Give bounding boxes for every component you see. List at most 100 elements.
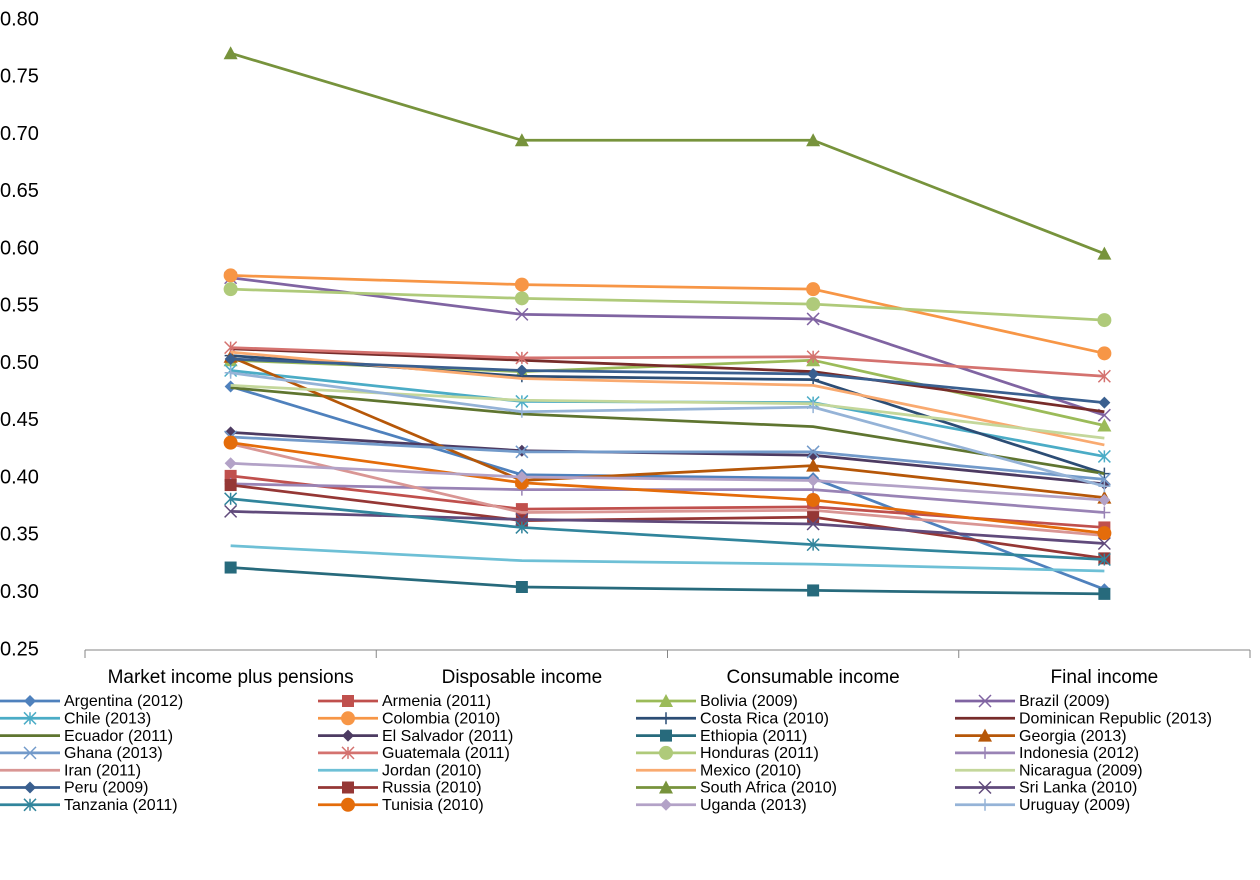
marker [1097,313,1112,328]
legend-label: Sri Lanka (2010) [1019,780,1137,797]
marker [807,401,820,414]
series [224,426,1111,490]
legend-item: Indonesia (2012) [955,745,1139,762]
legend-label: Argentina (2012) [64,693,183,710]
legend-label: Iran (2011) [64,762,141,779]
legend-item: South Africa (2010) [636,780,837,797]
marker [978,780,992,795]
series [230,347,1105,414]
marker [659,780,673,794]
marker [978,694,992,708]
series-line [230,483,1105,560]
marker [1097,346,1112,361]
marker [342,695,354,707]
legend-item: Costa Rica (2010) [636,711,829,728]
series [224,457,1111,506]
legend-item: Colombia (2010) [318,711,500,728]
marker [223,46,238,60]
legend-item: Argentina (2012) [0,693,183,710]
marker [1097,552,1111,567]
marker [806,282,821,297]
marker [23,711,37,725]
legend-item: El Salvador (2011) [318,728,513,745]
legend-label: Dominican Republic (2013) [1019,711,1212,728]
marker [515,364,528,377]
series [230,386,1105,475]
legend-item: Iran (2011) [0,762,141,779]
y-tick-label: 0.70 [0,123,39,145]
marker [224,426,237,439]
legend-item: Brazil (2009) [955,693,1110,710]
legend-label: Colombia (2010) [382,711,500,728]
series-line [230,442,1105,537]
legend-label: Ghana (2013) [64,745,163,762]
legend-item: Mexico (2010) [636,762,801,779]
marker [807,367,820,380]
marker [514,291,529,306]
legend-label: Costa Rica (2010) [700,711,829,728]
marker [1098,396,1111,409]
marker [1097,418,1112,432]
marker [806,538,820,552]
series [224,366,1111,493]
series [223,282,1112,328]
legend-item: Tanzania (2011) [0,797,178,814]
marker [660,798,672,811]
y-tick-label: 0.25 [0,638,39,660]
legend-item: Honduras (2011) [636,745,819,762]
marker [660,729,672,742]
series-line [230,51,1105,255]
marker [515,471,528,484]
marker [1098,587,1111,600]
marker [224,504,238,518]
legend-item: Georgia (2013) [955,728,1127,745]
marker [341,746,355,760]
legend-label: Honduras (2011) [700,745,819,762]
legend-label: Tunisia (2010) [382,797,484,814]
marker [515,351,529,365]
legend-label: Tanzania (2011) [64,797,178,814]
marker [24,695,36,707]
legend-item: Sri Lanka (2010) [955,780,1137,797]
series [224,504,1111,551]
legend-item: Ecuador (2011) [0,728,173,745]
series-line [230,544,1105,573]
y-tick-label: 0.55 [0,295,39,317]
series-line [230,357,1105,404]
legend-label: Russia (2010) [382,780,482,797]
legend-item: Uruguay (2009) [955,797,1130,814]
series-line [230,482,1105,514]
marker [660,712,672,725]
legend-item: Chile (2013) [0,711,151,728]
legend-label: Ethiopia (2011) [700,728,807,745]
series-line [230,497,1105,561]
series-line [230,346,1105,378]
marker [224,353,237,366]
legend-label: Ecuador (2011) [64,728,173,745]
y-tick-label: 0.35 [0,524,39,546]
legend-item: Ethiopia (2011) [636,728,807,745]
marker [515,307,529,321]
series-line [230,441,1105,535]
series [224,492,1111,567]
legend-item: Bolivia (2009) [636,693,798,710]
series [223,268,1112,361]
legend-label: Uruguay (2009) [1019,797,1130,814]
marker [806,492,821,507]
x-tick-label: Disposable income [442,667,603,688]
legend-item: Guatemala (2011) [318,745,510,762]
marker [223,268,238,283]
series [224,353,1111,409]
series-line [230,461,1105,502]
marker [1098,480,1111,493]
y-tick-label: 0.65 [0,180,39,202]
marker [1098,506,1111,519]
series-line [230,510,1105,545]
marker [224,492,238,506]
x-tick-label: Consumable income [727,667,900,688]
legend-label: Jordan (2010) [382,762,482,779]
y-tick-label: 0.50 [0,352,39,374]
marker [806,517,820,531]
marker [1097,369,1111,383]
marker [806,297,821,312]
